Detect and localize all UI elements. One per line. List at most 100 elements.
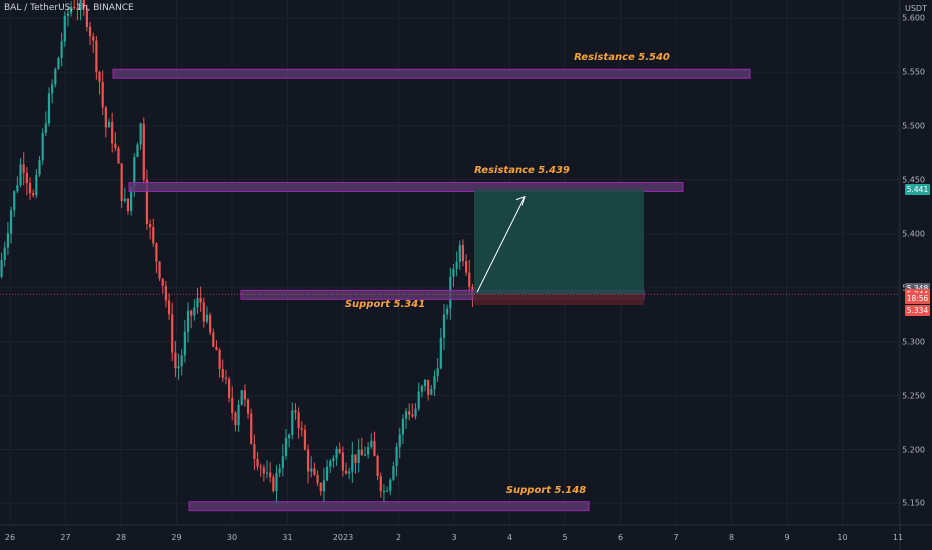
- time-tick-label: 11: [892, 533, 904, 542]
- candle-body: [389, 479, 392, 491]
- candle-body: [133, 157, 136, 187]
- time-tick-label: 30: [226, 533, 238, 542]
- candle-body: [319, 482, 322, 492]
- candle-body: [215, 346, 218, 351]
- price-tick-label: 5.450: [902, 175, 925, 185]
- candle-body: [22, 164, 25, 173]
- candle-body: [297, 412, 300, 429]
- price-tick-label: 5.400: [902, 229, 925, 239]
- currency-label: USDT: [905, 4, 927, 13]
- candle-body: [370, 440, 373, 447]
- candle-body: [95, 40, 98, 72]
- candle-body: [392, 466, 395, 480]
- candle-body: [357, 449, 360, 463]
- candle-body: [123, 198, 126, 201]
- candle-body: [341, 452, 344, 471]
- candle-body: [468, 272, 471, 287]
- candle-body: [79, 0, 82, 10]
- time-tick-label: 4: [506, 533, 513, 542]
- time-tick-label: 2023: [332, 533, 354, 542]
- time-tick-label: 27: [60, 533, 71, 542]
- level-zone: [112, 68, 751, 79]
- candle-body: [60, 41, 63, 58]
- candle-body: [47, 93, 51, 124]
- time-tick-label: 29: [171, 533, 182, 542]
- price-tick-label: 5.150: [902, 498, 925, 508]
- candle-body: [442, 314, 446, 338]
- candle-body: [281, 456, 284, 469]
- candle-body: [63, 15, 66, 42]
- candle-body: [13, 191, 16, 211]
- candle-body: [354, 454, 357, 463]
- candle-body: [126, 198, 130, 211]
- candle-body: [92, 36, 95, 41]
- candle-body: [224, 377, 228, 380]
- time-tick-label: 28: [115, 533, 127, 542]
- candle-body: [101, 81, 104, 108]
- candle-body: [310, 468, 313, 472]
- arrow-head-icon: [515, 195, 526, 206]
- candle-body: [104, 107, 107, 128]
- candle-body: [253, 444, 256, 459]
- candle-body: [161, 278, 164, 286]
- candle-body: [262, 467, 265, 474]
- time-tick-label: 6: [617, 533, 624, 542]
- candle-body: [16, 185, 19, 192]
- candle-body: [32, 193, 35, 196]
- symbol-title[interactable]: BAL / TetherUS, 1h, BINANCE: [4, 3, 134, 13]
- candle-body: [117, 148, 120, 164]
- candle-body: [439, 337, 442, 369]
- time-tick-label: 7: [673, 533, 679, 542]
- candle-body: [82, 0, 85, 9]
- candle-body: [171, 314, 174, 353]
- candle-body: [385, 490, 389, 492]
- level-label: Support 5.341: [344, 299, 426, 311]
- stop-zone: [474, 294, 644, 306]
- candle-body: [212, 332, 215, 347]
- candle-body: [218, 350, 221, 369]
- candle-body: [373, 440, 376, 457]
- candle-body: [446, 308, 449, 315]
- candle-body: [338, 448, 341, 453]
- candle-body: [237, 404, 240, 426]
- candle-body: [35, 174, 38, 196]
- candle-body: [408, 411, 411, 415]
- candle-body: [167, 300, 171, 315]
- candle-body: [164, 285, 168, 301]
- level-label: Resistance 5.540: [574, 52, 670, 64]
- long-position: [0, 189, 900, 306]
- candle-body: [38, 160, 41, 175]
- candle-body: [57, 57, 60, 70]
- candle-body: [114, 143, 117, 149]
- candle-body: [265, 472, 269, 474]
- candle-body: [152, 227, 155, 244]
- candle-body: [174, 352, 177, 369]
- candle-body: [461, 245, 465, 262]
- candle-body: [209, 314, 212, 333]
- candle-body: [69, 6, 73, 14]
- candle-body: [66, 13, 70, 16]
- candle-body: [88, 26, 92, 37]
- candle-body: [130, 186, 133, 211]
- price-tag-stop: 5.334: [905, 304, 930, 316]
- candle-body: [234, 413, 237, 426]
- candle-body: [19, 164, 22, 186]
- candle-body: [404, 411, 408, 419]
- candle-body: [9, 210, 13, 234]
- candle-body: [414, 408, 417, 417]
- candle-body: [417, 391, 420, 409]
- candle-body: [316, 474, 319, 483]
- candle-body: [250, 413, 253, 445]
- candles: [0, 0, 474, 504]
- time-tick-label: 10: [837, 533, 848, 542]
- price-tag-countdown: 18:56: [905, 292, 930, 304]
- candle-body: [85, 8, 89, 27]
- candle-body: [25, 172, 28, 183]
- candle-body: [348, 471, 351, 474]
- candle-body: [455, 261, 458, 269]
- candle-body: [360, 449, 363, 456]
- candle-body: [41, 132, 44, 161]
- level-label: Resistance 5.439: [474, 165, 570, 177]
- candle-body: [98, 71, 101, 82]
